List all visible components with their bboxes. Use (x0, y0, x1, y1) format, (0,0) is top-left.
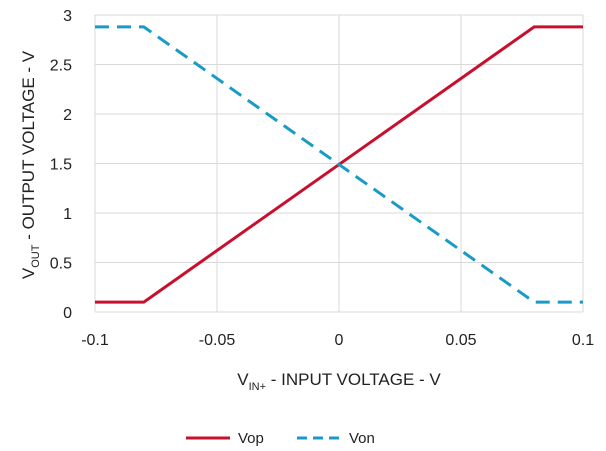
y-axis-label: VOUT - OUTPUT VOLTAGE - V (19, 50, 42, 279)
x-tick-label: 0.1 (572, 332, 594, 349)
x-tick-label: -0.1 (81, 332, 109, 349)
series-layer (95, 25, 583, 304)
y-tick-label: 1 (63, 206, 72, 223)
legend-label-vop: Vop (238, 430, 264, 447)
legend: Vop Von (186, 430, 375, 447)
x-tick-label: 0 (335, 332, 344, 349)
legend-label-von: Von (349, 430, 375, 447)
x-tick-label: -0.05 (199, 332, 236, 349)
y-tick-label: 1.5 (50, 157, 72, 174)
y-tick-label: 3 (63, 8, 72, 25)
x-tick-labels: -0.1 -0.05 0 0.05 0.1 (81, 332, 594, 349)
y-tick-label: 2.5 (50, 58, 72, 75)
y-tick-label: 0 (63, 305, 72, 322)
series-von-line (95, 25, 583, 304)
x-axis-label: VIN+ - INPUT VOLTAGE - V (237, 370, 441, 393)
y-tick-labels: 0 0.5 1 1.5 2 2.5 3 (50, 8, 72, 322)
y-tick-label: 0.5 (50, 256, 72, 273)
x-tick-label: 0.05 (445, 332, 476, 349)
y-tick-label: 2 (63, 107, 72, 124)
